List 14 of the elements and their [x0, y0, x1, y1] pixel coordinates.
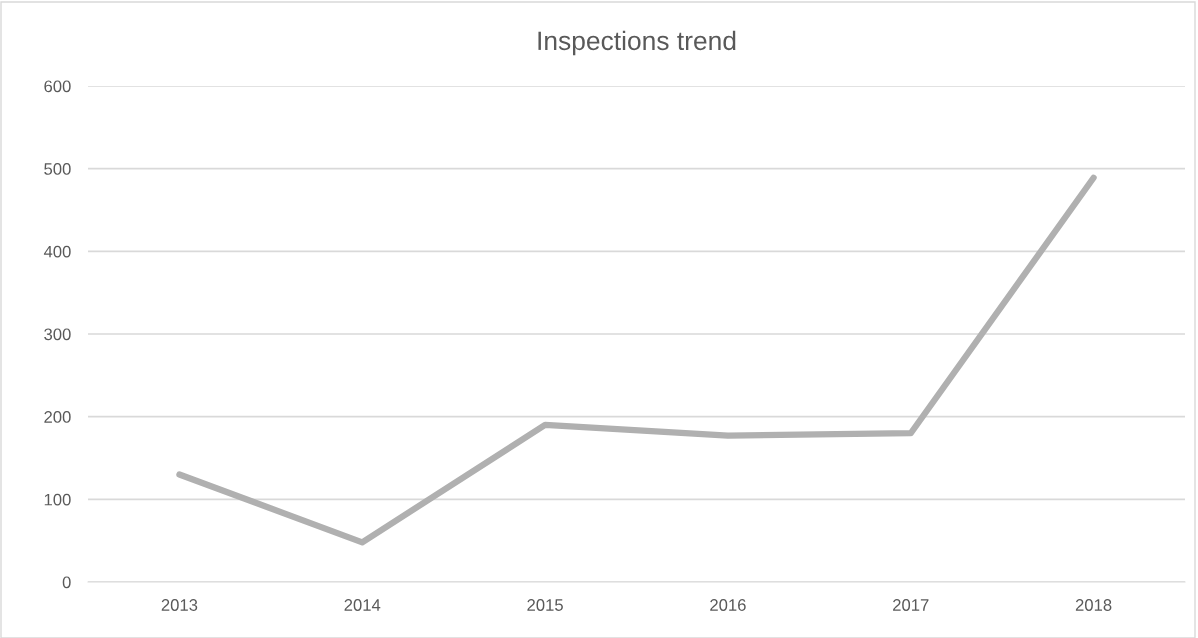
y-tick-label: 600: [44, 80, 71, 93]
x-tick-label: 2015: [527, 599, 563, 611]
y-tick-label: 500: [44, 163, 71, 175]
y-tick-label: 200: [44, 411, 71, 423]
y-tick-label: 400: [43, 245, 71, 258]
y-tick-label: 300: [44, 328, 71, 341]
chart-title: Inspections trend: [538, 30, 736, 56]
x-tick-label: 2013: [161, 599, 198, 611]
x-tick-label: 2017: [893, 599, 929, 611]
x-tick-label: 2018: [1075, 599, 1112, 611]
x-tick-label: 2014: [344, 599, 381, 611]
y-tick-label: 0: [62, 576, 71, 589]
y-tick-label: 100: [44, 493, 71, 506]
x-tick-label: 2016: [710, 599, 746, 611]
